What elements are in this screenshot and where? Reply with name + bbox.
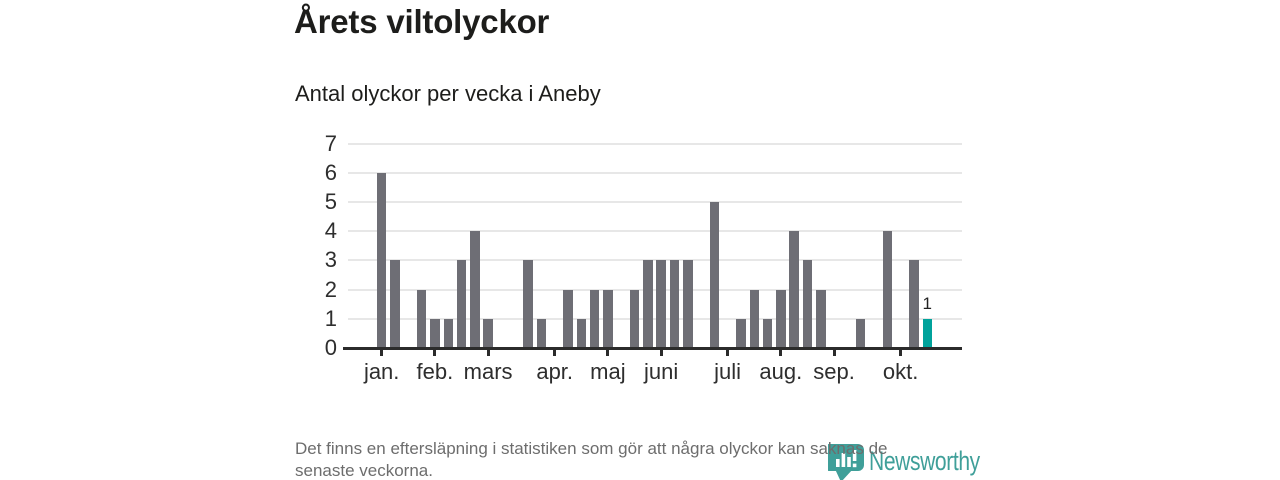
bar-value-label: 1	[922, 293, 932, 313]
bar	[643, 260, 653, 348]
bar	[430, 319, 440, 348]
bar	[416, 290, 427, 348]
x-axis-label: juli	[714, 359, 742, 384]
y-axis-label: 7	[324, 130, 337, 156]
bar	[656, 260, 666, 348]
bar	[603, 290, 613, 348]
bar	[669, 260, 680, 348]
bar	[589, 290, 600, 348]
x-axis-label: okt.	[882, 359, 919, 384]
x-axis-label: feb.	[416, 359, 454, 384]
x-axis-tick	[779, 349, 783, 356]
chart-title: Årets viltolyckor	[294, 3, 550, 40]
x-axis-label: apr.	[536, 359, 574, 384]
x-axis-tick	[726, 349, 730, 356]
bar	[776, 290, 786, 348]
bar	[523, 260, 533, 348]
newsworthy-logo-text: Newsworthy	[869, 446, 980, 476]
gridline	[348, 201, 962, 203]
bar	[470, 231, 480, 348]
bar	[563, 290, 573, 348]
bar	[683, 260, 693, 348]
gridline	[348, 142, 962, 145]
footnote-line-1: Det finns en eftersläpning i statistiken…	[295, 439, 888, 458]
gridline	[348, 288, 962, 291]
bar	[376, 173, 387, 348]
x-axis-tick	[899, 349, 903, 356]
x-axis-label: juni	[643, 359, 679, 384]
bar	[789, 231, 799, 348]
x-axis-label: jan.	[363, 359, 400, 384]
x-axis-tick	[380, 349, 384, 356]
x-axis-label: aug.	[759, 359, 803, 384]
bar	[855, 319, 866, 348]
x-axis-tick	[433, 349, 437, 356]
gridline	[348, 230, 962, 233]
gridline	[348, 171, 962, 174]
x-axis-label: sep.	[813, 359, 855, 384]
bar	[816, 290, 826, 348]
bar	[390, 260, 400, 348]
x-axis-tick	[832, 349, 836, 356]
newsworthy-bubble-chart-icon	[823, 444, 865, 480]
footnote-line-2: senaste veckorna.	[295, 461, 433, 480]
bar	[709, 202, 720, 348]
bar	[576, 319, 586, 348]
x-axis-tick	[606, 349, 610, 356]
x-axis-label: mars	[463, 359, 513, 384]
x-axis-tick	[486, 349, 490, 356]
gridline	[348, 259, 962, 262]
bar	[882, 231, 892, 348]
x-axis-tick	[659, 349, 663, 356]
bar	[762, 319, 773, 348]
bar	[629, 290, 640, 348]
bar	[536, 319, 547, 348]
chart-subtitle: Antal olyckor per vecka i Aneby	[295, 81, 601, 106]
y-axis-label: 5	[324, 189, 337, 214]
bar	[483, 319, 493, 348]
x-axis-label: maj	[590, 359, 626, 384]
bar	[443, 319, 453, 348]
gridline	[348, 317, 962, 320]
bar	[749, 290, 759, 348]
y-axis-label: 0	[324, 335, 337, 360]
highlighted-bar	[922, 319, 932, 348]
bar	[456, 260, 467, 348]
y-axis-label: 3	[324, 247, 337, 273]
y-axis-label: 2	[324, 276, 337, 302]
y-axis-label: 1	[324, 305, 337, 331]
x-axis-baseline	[343, 346, 962, 350]
footnote: Det finns en eftersläpning i statistiken…	[295, 438, 887, 480]
y-axis-label: 4	[324, 218, 337, 244]
y-axis-label: 6	[324, 159, 337, 185]
x-axis-tick	[553, 349, 557, 356]
bar	[802, 260, 813, 348]
bar	[736, 319, 746, 348]
bar	[909, 260, 919, 348]
